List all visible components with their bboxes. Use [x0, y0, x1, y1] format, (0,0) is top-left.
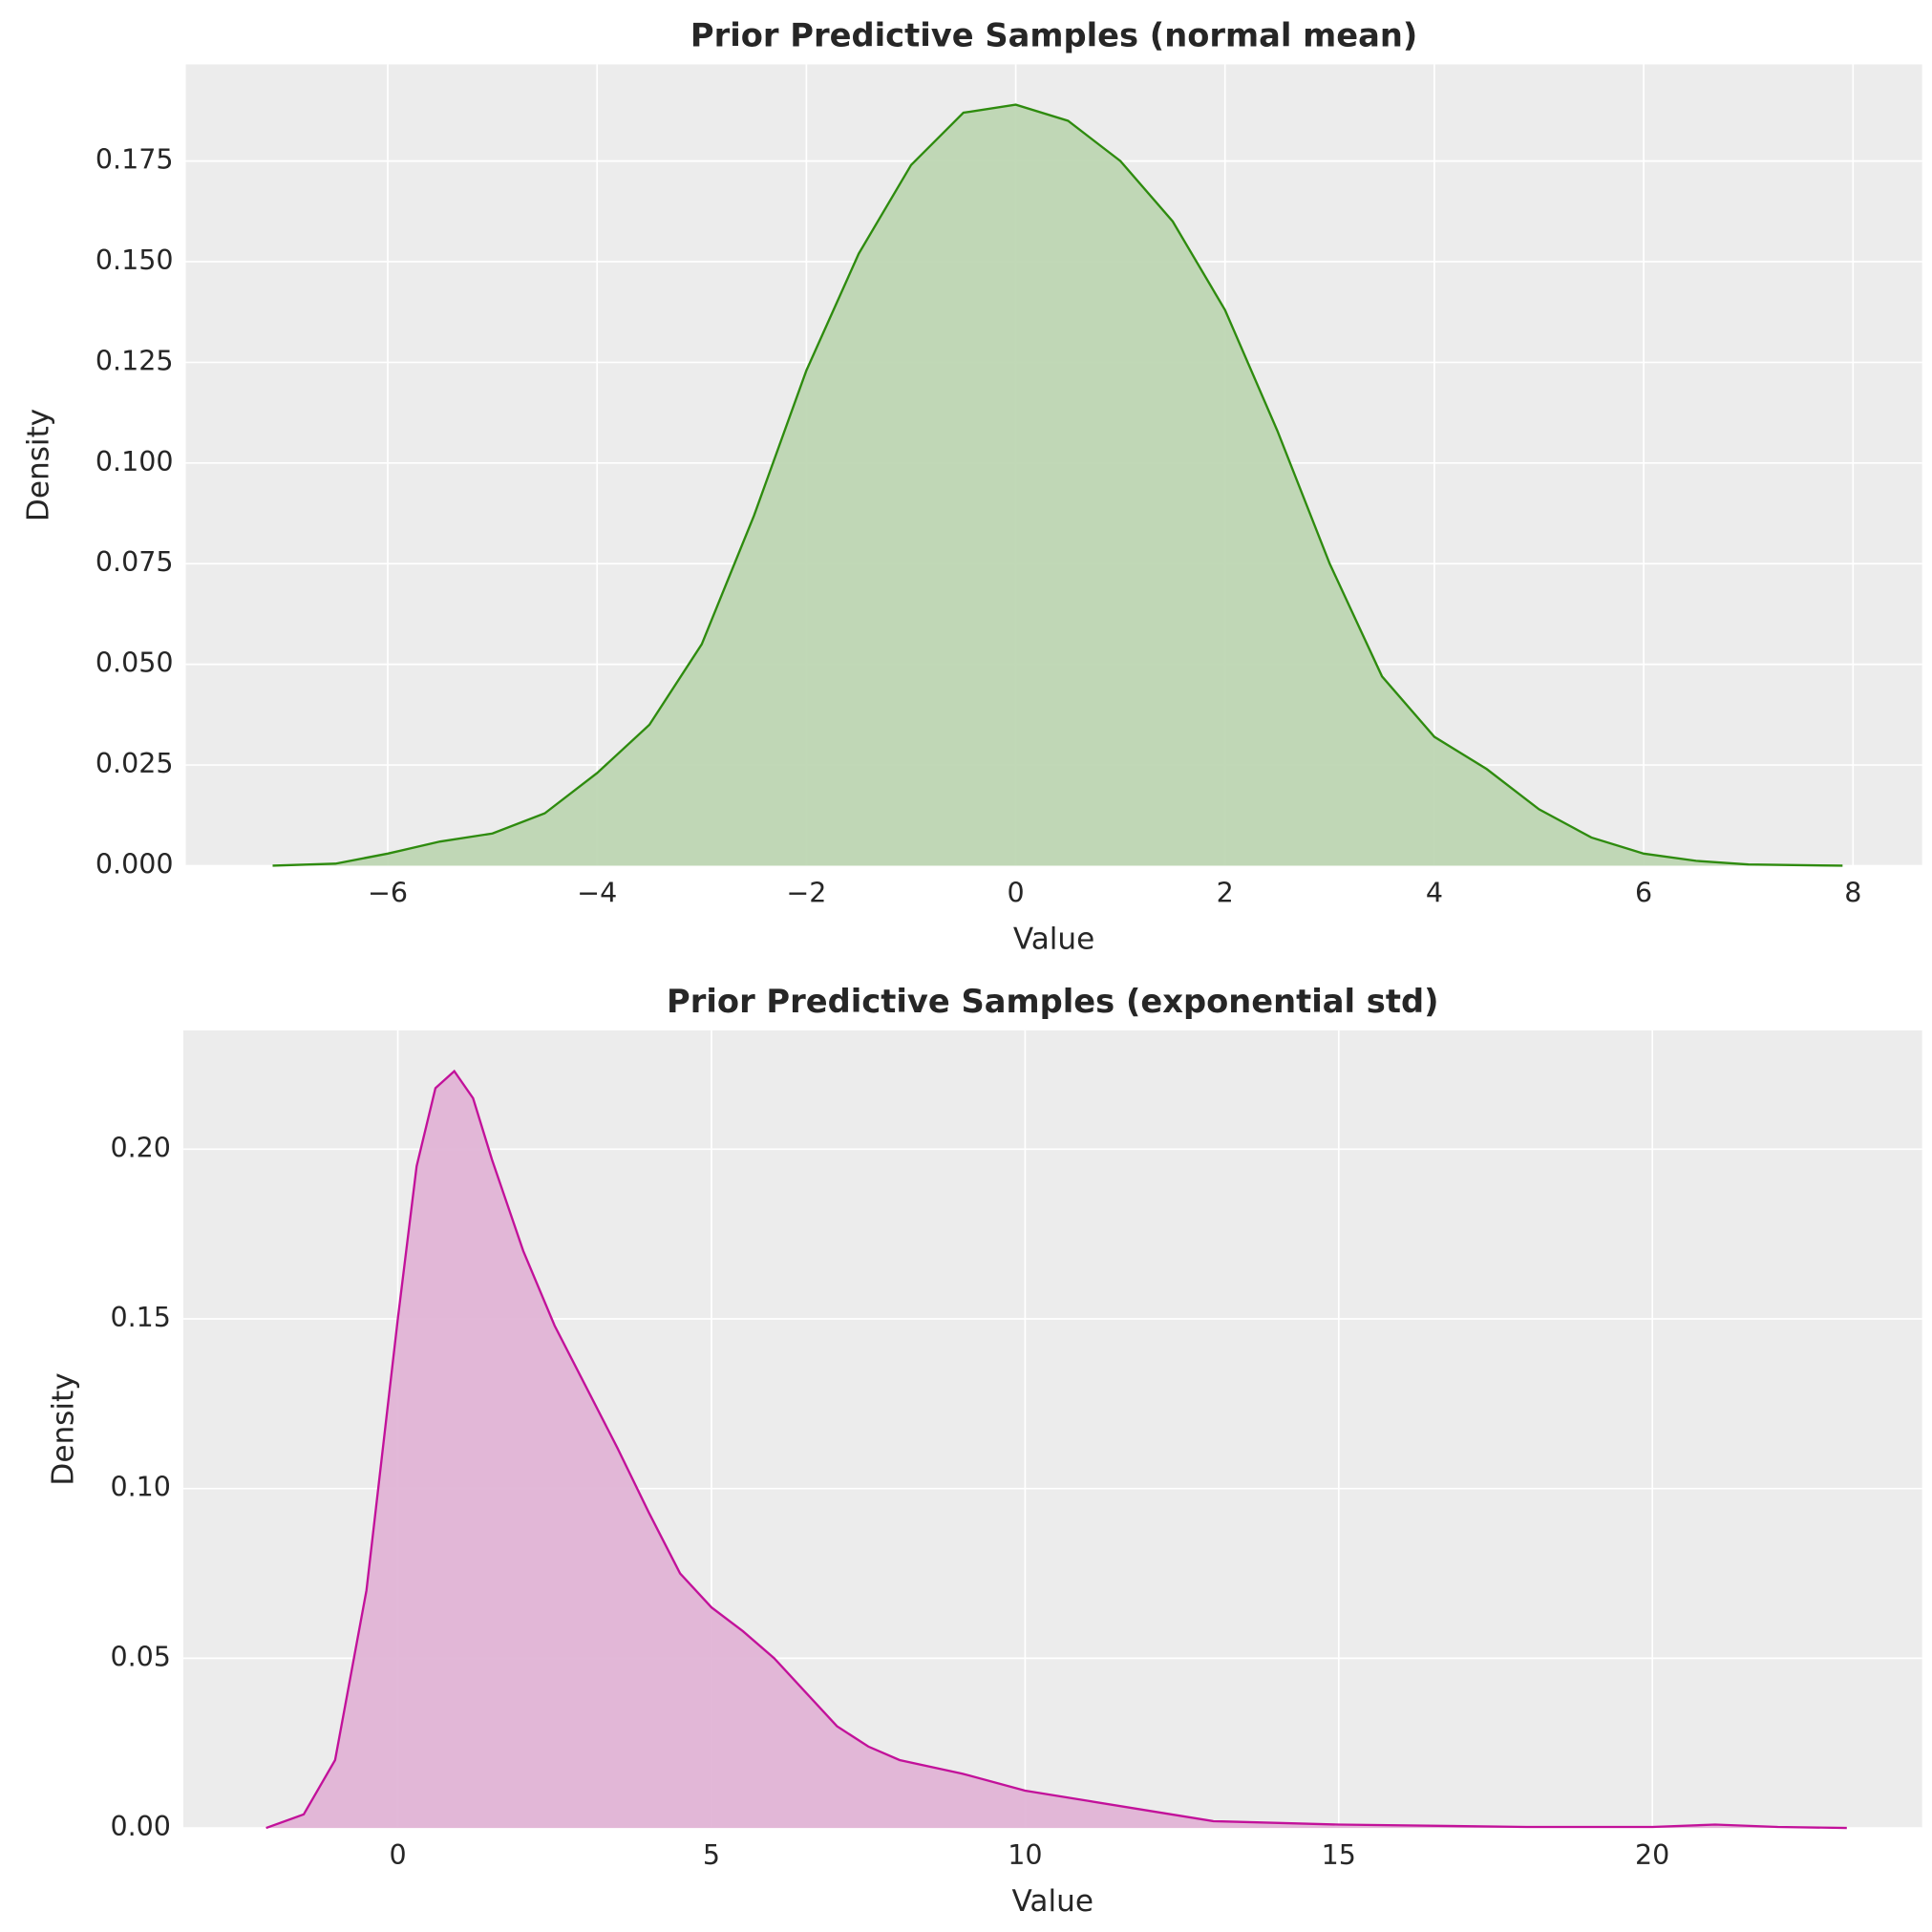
x-tick-label: 6	[1635, 877, 1652, 908]
y-axis-label: Density	[46, 1372, 80, 1485]
x-tick-label: 0	[389, 1839, 406, 1871]
chart-title: Prior Predictive Samples (normal mean)	[690, 16, 1417, 53]
y-tick-label: 0.100	[96, 446, 174, 478]
x-axis-label: Value	[1013, 922, 1094, 956]
x-tick-label: 0	[1007, 877, 1024, 908]
density-line	[265, 1069, 1847, 1830]
y-tick-label: 0.20	[110, 1132, 170, 1163]
density-fill	[265, 1071, 1847, 1829]
density-line	[272, 103, 1843, 867]
x-tick-label: 15	[1322, 1839, 1356, 1871]
y-tick-label: 0.00	[110, 1811, 170, 1842]
y-tick-label: 0.175	[96, 144, 174, 176]
density-fill	[272, 104, 1843, 866]
y-tick-label: 0.075	[96, 546, 174, 578]
y-tick-label: 0.150	[96, 244, 174, 276]
y-tick-label: 0.025	[96, 748, 174, 779]
x-tick-label: 5	[703, 1839, 720, 1871]
y-axis-label: Density	[21, 409, 55, 521]
x-tick-label: 20	[1635, 1839, 1669, 1871]
chart-title: Prior Predictive Samples (exponential st…	[667, 983, 1438, 1020]
x-tick-label: 2	[1217, 877, 1234, 908]
x-tick-label: −6	[368, 877, 408, 908]
x-tick-label: 4	[1426, 877, 1443, 908]
x-tick-label: 10	[1008, 1839, 1042, 1871]
x-tick-label: −2	[786, 877, 826, 908]
y-tick-label: 0.125	[96, 345, 174, 376]
y-tick-label: 0.000	[96, 848, 174, 880]
y-tick-label: 0.15	[110, 1302, 170, 1333]
x-tick-label: −4	[577, 877, 617, 908]
x-tick-label: 8	[1844, 877, 1861, 908]
y-tick-label: 0.05	[110, 1641, 170, 1672]
y-tick-label: 0.10	[110, 1472, 170, 1503]
x-axis-label: Value	[1012, 1884, 1093, 1919]
y-tick-label: 0.050	[96, 648, 174, 679]
